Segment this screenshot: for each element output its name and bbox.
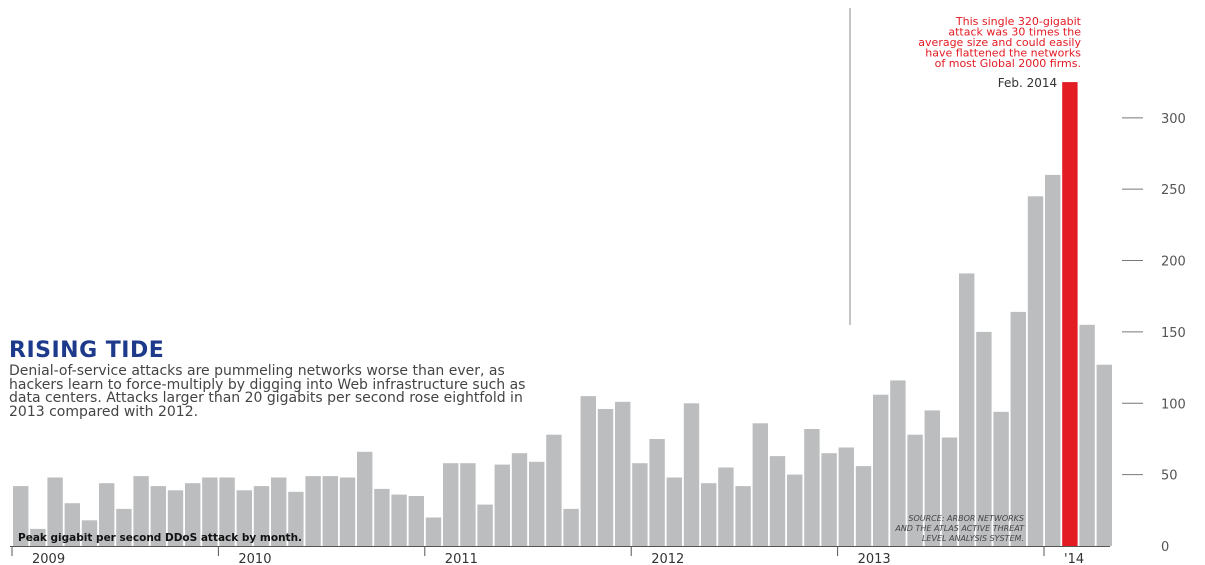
bar xyxy=(959,273,975,546)
source-line: SOURCE: ARBOR NETWORKS xyxy=(908,514,1024,523)
bar xyxy=(855,466,872,546)
bar xyxy=(511,453,528,546)
bar xyxy=(64,503,80,546)
year-label: 2012 xyxy=(651,552,684,565)
peak-month-label: Feb. 2014 xyxy=(998,76,1057,90)
bar xyxy=(752,423,768,546)
year-label: 2011 xyxy=(445,552,478,565)
y-tick-label: 200 xyxy=(1161,255,1186,270)
bar xyxy=(288,491,304,546)
y-tick-label: 50 xyxy=(1161,469,1178,484)
bar xyxy=(701,483,717,546)
annotation-line: have flattened the networks xyxy=(925,47,1081,60)
year-label: 2009 xyxy=(32,552,65,565)
bar xyxy=(666,477,682,546)
bar xyxy=(873,394,889,546)
bar xyxy=(494,464,510,546)
annotation-line: average size and could easily xyxy=(918,36,1081,49)
bar xyxy=(30,528,46,546)
bar xyxy=(13,486,29,546)
annotation-line: This single 320-gigabit xyxy=(955,15,1082,28)
bar xyxy=(993,411,1009,546)
annotation-line: attack was 30 times the xyxy=(948,26,1081,39)
year-labels: 2009 2010 2011 2012 2013 '14 xyxy=(32,552,1084,565)
bar xyxy=(202,477,218,546)
bar xyxy=(941,437,958,546)
bar xyxy=(597,409,614,546)
bar xyxy=(460,463,476,546)
bar xyxy=(271,477,287,546)
bar xyxy=(1096,364,1112,546)
bar xyxy=(546,434,562,546)
bar xyxy=(99,483,115,546)
source-line: AND THE ATLAS ACTIVE THREAT xyxy=(894,524,1025,533)
bar xyxy=(1079,324,1095,546)
bars xyxy=(13,82,1112,547)
chart-caption: Peak gigabit per second DDoS attack by m… xyxy=(18,532,303,544)
bar xyxy=(116,508,132,546)
bar xyxy=(374,488,390,546)
bar xyxy=(81,520,98,546)
bar xyxy=(408,496,424,546)
bar xyxy=(305,476,321,546)
bar xyxy=(357,451,373,546)
bar xyxy=(563,508,579,546)
bar xyxy=(1027,196,1044,547)
bar-highlight xyxy=(1062,82,1078,546)
bar xyxy=(907,434,923,546)
bar xyxy=(1010,311,1026,546)
y-tick-label: 0 xyxy=(1161,540,1169,555)
bar xyxy=(821,453,837,546)
bar xyxy=(443,463,459,546)
y-axis-ticks: 0 50 100 150 200 250 300 xyxy=(1122,112,1186,555)
y-tick-label: 300 xyxy=(1161,112,1186,127)
bar xyxy=(976,331,992,546)
year-label: 2010 xyxy=(238,552,271,565)
bar xyxy=(425,517,442,546)
bar xyxy=(236,490,252,546)
bar xyxy=(787,474,803,546)
bar xyxy=(391,494,407,546)
bar xyxy=(804,429,820,546)
bar xyxy=(253,486,270,546)
bar xyxy=(683,403,700,546)
bar xyxy=(769,456,786,546)
year-label: 2013 xyxy=(858,552,891,565)
bar xyxy=(167,490,184,546)
chart-description: Denial-of-service attacks are pummeling … xyxy=(9,363,526,420)
bar xyxy=(718,467,734,546)
bar xyxy=(649,439,665,546)
bar xyxy=(322,476,338,546)
y-tick-label: 250 xyxy=(1161,183,1186,198)
bar xyxy=(838,447,854,546)
annotation-line: of most Global 2000 firms. xyxy=(935,57,1081,70)
bar xyxy=(477,504,493,546)
source-line: LEVEL ANALYSIS SYSTEM. xyxy=(922,534,1024,543)
bar xyxy=(615,401,631,546)
bar xyxy=(1045,174,1061,546)
y-tick-label: 100 xyxy=(1161,397,1186,412)
chart-title: RISING TIDE xyxy=(9,338,165,363)
bar xyxy=(47,477,63,546)
bar xyxy=(735,486,751,546)
bar xyxy=(339,477,356,546)
bar xyxy=(185,483,201,546)
y-tick-label: 150 xyxy=(1161,326,1186,341)
year-dividers xyxy=(11,546,1045,556)
bar xyxy=(219,477,235,546)
year-label: '14 xyxy=(1064,552,1084,565)
bar xyxy=(529,461,545,546)
bar xyxy=(924,410,940,546)
bar xyxy=(580,396,596,546)
bar xyxy=(150,486,166,546)
bar xyxy=(133,476,149,546)
bar xyxy=(890,380,906,546)
bar xyxy=(632,463,648,546)
